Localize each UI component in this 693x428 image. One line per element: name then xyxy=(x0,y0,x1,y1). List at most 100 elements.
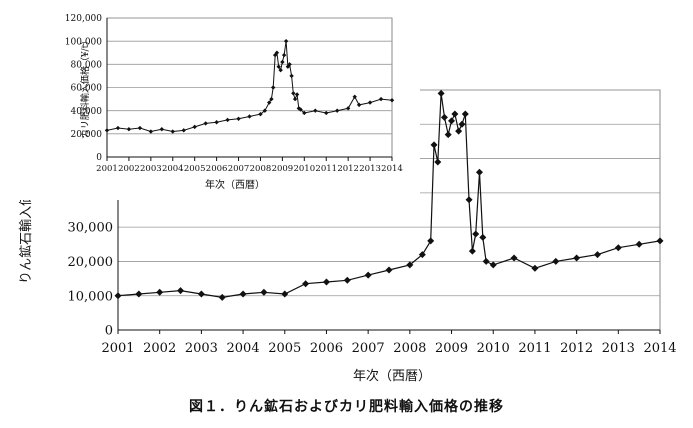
inset-y-tick-label: 80,000 xyxy=(71,60,103,70)
main-data-point xyxy=(635,240,643,248)
main-data-point xyxy=(156,288,164,296)
inset-x-tick-label: 2003 xyxy=(140,164,162,174)
inset-y-tick-label: 60,000 xyxy=(71,84,103,94)
inset-data-point xyxy=(280,59,285,65)
inset-data-point xyxy=(247,114,252,119)
main-x-axis-label: 年次（西暦） xyxy=(353,368,431,384)
inset-x-tick-label: 2011 xyxy=(315,164,337,174)
main-x-tick-label: 2014 xyxy=(643,341,676,356)
inset-x-tick-label: 2004 xyxy=(162,164,184,174)
inset-data-point xyxy=(334,108,340,113)
inset-data-point xyxy=(378,96,384,102)
inset-y-tick-label: 100,000 xyxy=(65,37,102,47)
main-data-point xyxy=(458,120,466,128)
main-data-point xyxy=(418,251,426,259)
main-data-point xyxy=(406,261,414,269)
main-data-point xyxy=(434,158,442,166)
main-x-tick-label: 2006 xyxy=(310,341,343,356)
inset-axes xyxy=(106,18,393,161)
inset-data-point xyxy=(267,100,272,105)
main-data-point xyxy=(593,251,601,259)
figure-caption: 図１．りん鉱石およびカリ肥料輸入価格の推移 xyxy=(189,399,504,415)
inset-data-point xyxy=(115,125,121,131)
main-data-point xyxy=(455,127,463,135)
inset-data-point xyxy=(345,106,351,111)
main-series-points xyxy=(114,89,664,301)
inset-data-point xyxy=(302,110,307,116)
main-data-point xyxy=(197,290,205,298)
inset-y-tick-label: 120,000 xyxy=(65,14,102,24)
inset-x-tick-label: 2001 xyxy=(96,164,118,174)
main-data-point xyxy=(444,131,452,139)
main-data-point xyxy=(430,141,438,149)
inset-x-tick-label: 2009 xyxy=(272,164,294,174)
main-y-tick-label: 10,000 xyxy=(68,289,114,304)
main-data-point xyxy=(573,254,581,262)
main-data-point xyxy=(281,290,289,298)
main-data-point xyxy=(489,261,497,269)
inset-x-tick-label: 2008 xyxy=(250,164,272,174)
inset-data-point xyxy=(203,121,208,126)
inset-x-tick-label: 2007 xyxy=(228,164,250,174)
main-data-point xyxy=(614,244,622,252)
inset-series-points xyxy=(104,38,395,134)
inset-data-point xyxy=(298,107,303,112)
main-data-point xyxy=(218,293,226,301)
inset-y-tick-label: 20,000 xyxy=(71,130,103,140)
inset-x-tick-label: 2002 xyxy=(118,164,140,174)
main-x-tick-label: 2009 xyxy=(435,341,468,356)
inset-data-point xyxy=(283,38,289,44)
inset-data-point xyxy=(274,50,280,55)
inset-y-tick-label: 0 xyxy=(96,153,102,163)
main-data-point xyxy=(451,110,459,118)
inset-data-point xyxy=(126,127,132,132)
main-data-point xyxy=(322,278,330,286)
inset-data-point xyxy=(294,92,300,97)
inset-x-tick-label: 2014 xyxy=(381,164,403,174)
main-data-point xyxy=(482,257,490,265)
main-data-point xyxy=(448,117,456,125)
inset-data-point xyxy=(313,108,318,113)
main-data-point xyxy=(479,233,487,241)
inset-data-point xyxy=(258,111,263,117)
main-data-point xyxy=(531,264,539,272)
inset-series-line xyxy=(106,41,393,133)
inset-y-axis-label: カリ肥料輸入価格（¥/t） xyxy=(79,36,91,138)
inset-data-point xyxy=(170,129,175,134)
inset-data-point xyxy=(278,67,283,73)
inset-data-point xyxy=(281,52,287,58)
main-x-tick-label: 2007 xyxy=(352,341,385,356)
inset-data-point xyxy=(214,120,219,125)
inset-data-point xyxy=(289,73,294,79)
inset-data-point xyxy=(181,128,186,133)
inset-x-tick-label: 2010 xyxy=(293,164,315,174)
main-x-tick-label: 2010 xyxy=(477,341,510,356)
inset-data-point xyxy=(367,100,373,105)
main-data-point xyxy=(260,288,268,296)
main-data-point xyxy=(385,266,393,274)
inset-data-point xyxy=(276,64,281,69)
inset-data-point xyxy=(137,125,143,131)
main-x-tick-label: 2005 xyxy=(268,341,301,356)
main-data-point xyxy=(552,257,560,265)
inset-y-tick-labels: 0 20,000 40,000 60,000 80,000 100,000 120,000 xyxy=(65,14,102,163)
inset-x-tick-label: 2012 xyxy=(337,164,359,174)
inset-data-point xyxy=(225,117,230,123)
main-y-tick-label: 0 xyxy=(105,324,113,339)
main-data-point xyxy=(364,271,372,279)
inset-data-point xyxy=(291,91,296,96)
main-x-tick-labels: 2001 2002 2003 2004 2005 2006 2007 2008 2009 2010… xyxy=(101,341,676,356)
main-data-point xyxy=(440,113,448,121)
inset-x-tick-label: 2006 xyxy=(206,164,228,174)
inset-data-point xyxy=(292,96,298,102)
main-data-point xyxy=(343,276,351,284)
main-data-point xyxy=(468,247,476,255)
inset-data-point xyxy=(104,128,110,133)
main-data-point xyxy=(302,280,310,288)
main-series-line xyxy=(117,93,661,299)
main-data-point xyxy=(427,237,435,245)
inset-data-point xyxy=(192,124,197,130)
inset-data-point xyxy=(287,62,292,67)
main-x-tick-label: 2008 xyxy=(393,341,426,356)
